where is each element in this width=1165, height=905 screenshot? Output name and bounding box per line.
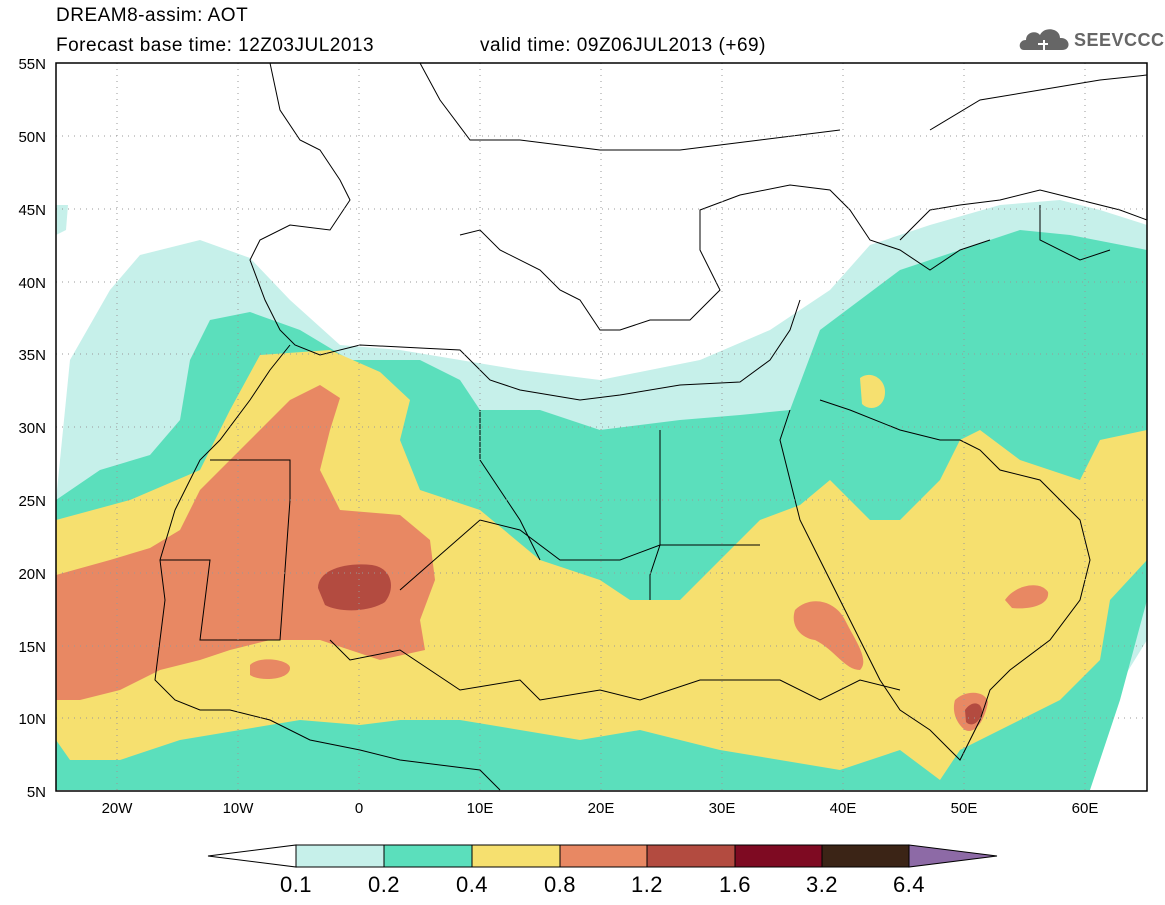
aot-region-0.4 [56,350,1147,780]
aot-region-1.2b [965,703,982,725]
colorbar-swatch [646,844,736,868]
lat-tick: 45N [18,202,46,219]
colorbar-swatch [559,844,648,868]
aot-region-0.8d [1005,585,1049,609]
lon-tick: 60E [1072,800,1099,817]
lat-tick: 35N [18,347,46,364]
colorbar-label: 6.4 [892,872,926,897]
colorbar-swatch [734,844,823,868]
colorbar-label: 0.1 [279,872,313,897]
lon-tick: 10E [467,800,494,817]
logo-text: SEEVCCC [1074,30,1165,50]
lat-tick: 10N [18,711,46,728]
lat-tick: 15N [18,639,46,656]
colorbar-label: 0.8 [543,872,577,897]
colorbar-high-arrow [908,844,998,868]
chart-title: DREAM8-assim: AOT [56,5,249,26]
lon-axis: 20W 10W 0 10E 20E 30E 40E 50E 60E [102,800,1099,817]
aot-region-0.8b [250,659,290,680]
map-frame [55,62,1148,792]
lat-tick: 40N [18,275,46,292]
colorbar-label: 1.6 [718,872,752,897]
cloud-logo-icon [1019,29,1069,50]
lat-tick: 20N [18,566,46,583]
seevccc-logo: SEEVCCC [1018,22,1164,56]
base-time-label: Forecast base time: 12Z03JUL2013 [56,35,375,56]
lat-tick: 5N [27,784,46,801]
colorbar-label: 0.2 [367,872,401,897]
lon-tick: 10W [223,800,255,817]
colorbar-swatch [383,844,473,868]
lat-tick: 25N [18,493,46,510]
lat-tick: 30N [18,420,46,437]
colorbar-label: 1.2 [630,872,664,897]
colorbar-label: 3.2 [805,872,839,897]
lon-tick: 50E [951,800,978,817]
lon-tick: 30E [709,800,736,817]
colorbar-swatch [471,844,561,868]
lat-axis: 5N 10N 15N 20N 25N 30N 35N 40N 45N 50N 5… [18,56,46,801]
colorbar [207,844,998,868]
colorbar-label: 0.4 [455,872,489,897]
aot-region-0.1b [56,205,68,235]
coastlines [154,63,1147,791]
colorbar-swatch [295,844,385,868]
colorbar-low-arrow [207,844,297,868]
colorbar-swatch [821,844,910,868]
aot-region-0.8c [793,601,864,670]
aot-region-1.2 [318,564,392,611]
aot-region-0.4b [860,374,885,408]
lon-tick: 20E [588,800,615,817]
lon-tick: 40E [830,800,857,817]
lat-tick: 50N [18,129,46,146]
lon-tick: 0 [355,800,363,817]
valid-time-label: valid time: 09Z06JUL2013 (+69) [480,35,766,56]
lon-tick: 20W [102,800,134,817]
aot-region-0.8 [56,385,435,700]
lat-tick: 55N [18,56,46,73]
graticule [56,63,1147,791]
